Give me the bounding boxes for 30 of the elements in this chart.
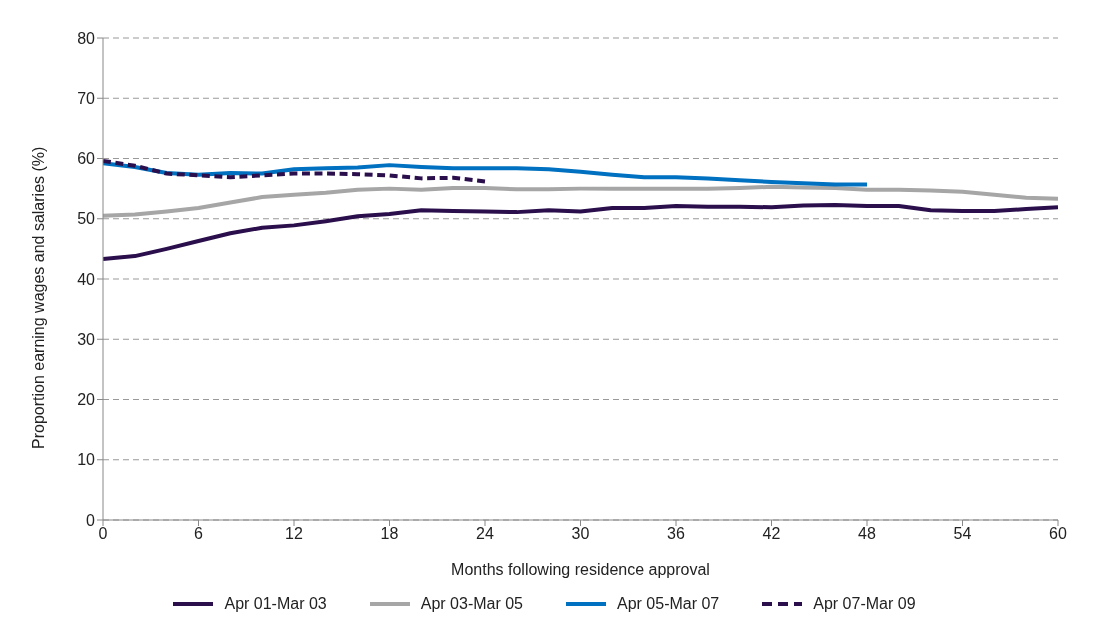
x-tick-label: 6 (194, 525, 204, 543)
line-series (103, 161, 869, 187)
y-tick-label: 0 (86, 511, 96, 529)
y-tick-label: 50 (77, 210, 96, 228)
line-series (103, 184, 1058, 218)
legend-label: Apr 05-Mar 07 (617, 595, 720, 613)
y-tick-label: 40 (77, 270, 96, 288)
x-tick-label: 42 (762, 525, 781, 543)
legend-label: Apr 07-Mar 09 (813, 595, 916, 613)
x-tick-label: 18 (380, 525, 399, 543)
y-tick-label: 70 (77, 89, 96, 107)
legend-label: Apr 03-Mar 05 (420, 595, 523, 613)
x-axis-title: Months following residence approval (451, 561, 710, 578)
y-tick-label: 60 (77, 150, 96, 168)
legend-label: Apr 01-Mar 03 (224, 595, 327, 613)
x-tick-label: 0 (98, 525, 108, 543)
y-tick-label: 30 (77, 330, 96, 348)
y-tick-label: 10 (77, 451, 96, 469)
x-tick-label: 24 (476, 525, 494, 543)
y-tick-label: 20 (77, 391, 96, 409)
x-tick-label: 12 (285, 525, 303, 543)
x-tick-label: 54 (953, 525, 972, 543)
x-tick-label: 60 (1049, 525, 1067, 543)
line-series (103, 158, 487, 184)
x-tick-label: 30 (571, 525, 590, 543)
line-series (103, 202, 1058, 262)
x-tick-label: 36 (667, 525, 685, 543)
y-tick-label: 80 (77, 29, 96, 47)
x-tick-label: 48 (858, 525, 876, 543)
y-axis-title: Proportion earning wages and salaries (%) (29, 146, 47, 449)
